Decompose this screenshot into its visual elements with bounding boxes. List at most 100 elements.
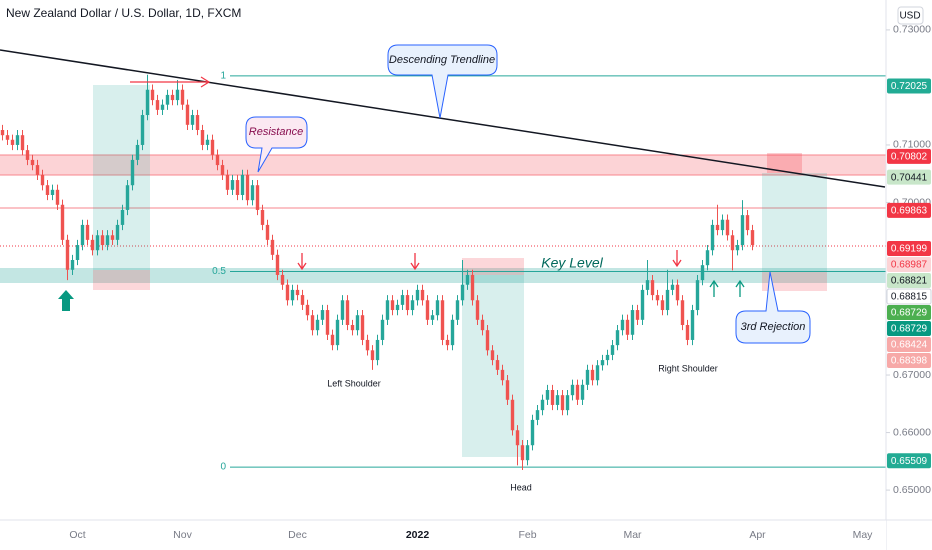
candle-body: [455, 300, 460, 320]
candle-body: [370, 350, 375, 361]
candle-body: [680, 300, 685, 325]
candle-body: [285, 284, 290, 301]
candle-body: [160, 104, 165, 110]
candle-body: [535, 410, 540, 420]
price-label-box: [887, 202, 931, 218]
candle-body: [485, 330, 490, 351]
price-label-box: [887, 169, 931, 185]
candle-body: [590, 369, 595, 381]
candle-body: [365, 339, 370, 351]
candle-body: [70, 260, 75, 270]
price-label: 0.68729: [891, 324, 928, 335]
candle-body: [355, 315, 360, 331]
candle-body: [195, 115, 200, 130]
candle-body: [550, 390, 555, 405]
candle-body: [430, 315, 435, 320]
candle-body: [200, 130, 205, 145]
candle-body: [360, 315, 365, 340]
candle-body: [630, 310, 635, 335]
candle-body: [10, 139, 15, 145]
candle-body: [280, 274, 285, 285]
candle-body: [685, 325, 690, 340]
candle-body: [750, 230, 755, 246]
candle-body: [60, 204, 65, 240]
candle-body: [180, 89, 185, 105]
candle-body: [730, 235, 735, 251]
fib-retracement: 10.50: [212, 71, 886, 473]
fib-label: 0.5: [212, 266, 226, 277]
candle-body: [700, 265, 705, 281]
candle-body: [400, 295, 405, 305]
candle-body: [675, 284, 680, 301]
candle-body: [205, 139, 210, 145]
candle-body: [165, 94, 170, 105]
candle-body: [275, 254, 280, 275]
arrow: [297, 253, 307, 271]
candle-body: [220, 165, 225, 175]
axis-labels: Oct Nov Dec 2022 Feb Mar Apr May0.730000.710000…: [69, 24, 932, 541]
candle-body: [505, 380, 510, 400]
candle-body: [85, 224, 90, 240]
candle-body: [265, 224, 270, 240]
candle-body: [315, 319, 320, 331]
x-tick-label: Feb: [518, 529, 536, 541]
price-label-box: [887, 241, 931, 257]
candle-body: [575, 384, 580, 400]
target-zone: [762, 173, 827, 271]
price-label-box: [887, 257, 931, 273]
candle-body: [395, 304, 400, 311]
price-label-box: [887, 273, 931, 289]
candle-body: [435, 300, 440, 316]
candle-body: [375, 339, 380, 361]
candle-body: [385, 300, 390, 320]
price-label-box: [887, 305, 931, 321]
candle-body: [585, 369, 590, 385]
candle-body: [115, 224, 120, 240]
chart-title: New Zealand Dollar / U.S. Dollar, 1D, FX…: [6, 6, 241, 20]
candle-body: [225, 174, 230, 190]
candle-body: [300, 295, 305, 305]
annotation: Right Shoulder: [658, 363, 718, 373]
arrow: [672, 250, 682, 268]
candle-body: [390, 300, 395, 311]
price-label-box: [887, 353, 931, 369]
y-tick-label: 0.71000: [893, 139, 931, 151]
candle-body: [325, 310, 330, 335]
annotation: Key Level: [541, 255, 603, 271]
price-label-box: [887, 78, 931, 94]
x-tick-label: Oct: [69, 529, 85, 541]
candle-body: [645, 280, 650, 290]
candle-body: [120, 209, 125, 225]
trendline: [0, 49, 886, 188]
candle-body: [580, 384, 585, 400]
candle-body: [475, 300, 480, 320]
candle-body: [560, 395, 565, 411]
candle-body: [15, 135, 20, 145]
arrow: [130, 76, 211, 88]
candle-body: [305, 304, 310, 316]
price-label: 0.69199: [891, 244, 928, 255]
candle-body: [20, 135, 25, 151]
stop-zone: [462, 258, 524, 275]
arrow: [58, 290, 74, 311]
price-label: 0.68424: [891, 340, 928, 351]
arrow: [735, 279, 745, 297]
candle-body: [135, 144, 140, 160]
price-label: 0.68987: [891, 260, 928, 271]
candle-body: [660, 300, 665, 311]
candle-body: [665, 289, 670, 311]
candle-body: [635, 310, 640, 320]
price-label-box: [887, 453, 931, 469]
candle-body: [65, 239, 70, 270]
candle-body: [445, 339, 450, 346]
candle-body: [710, 224, 715, 251]
annotation: Descending Trendline: [389, 54, 495, 66]
price-label: 0.68729: [891, 308, 928, 319]
x-tick-label: May: [853, 529, 874, 541]
arrow: [410, 253, 420, 271]
candle-body: [515, 430, 520, 446]
candle-body: [35, 165, 40, 175]
candle-body: [600, 360, 605, 366]
candle-body: [235, 180, 240, 195]
